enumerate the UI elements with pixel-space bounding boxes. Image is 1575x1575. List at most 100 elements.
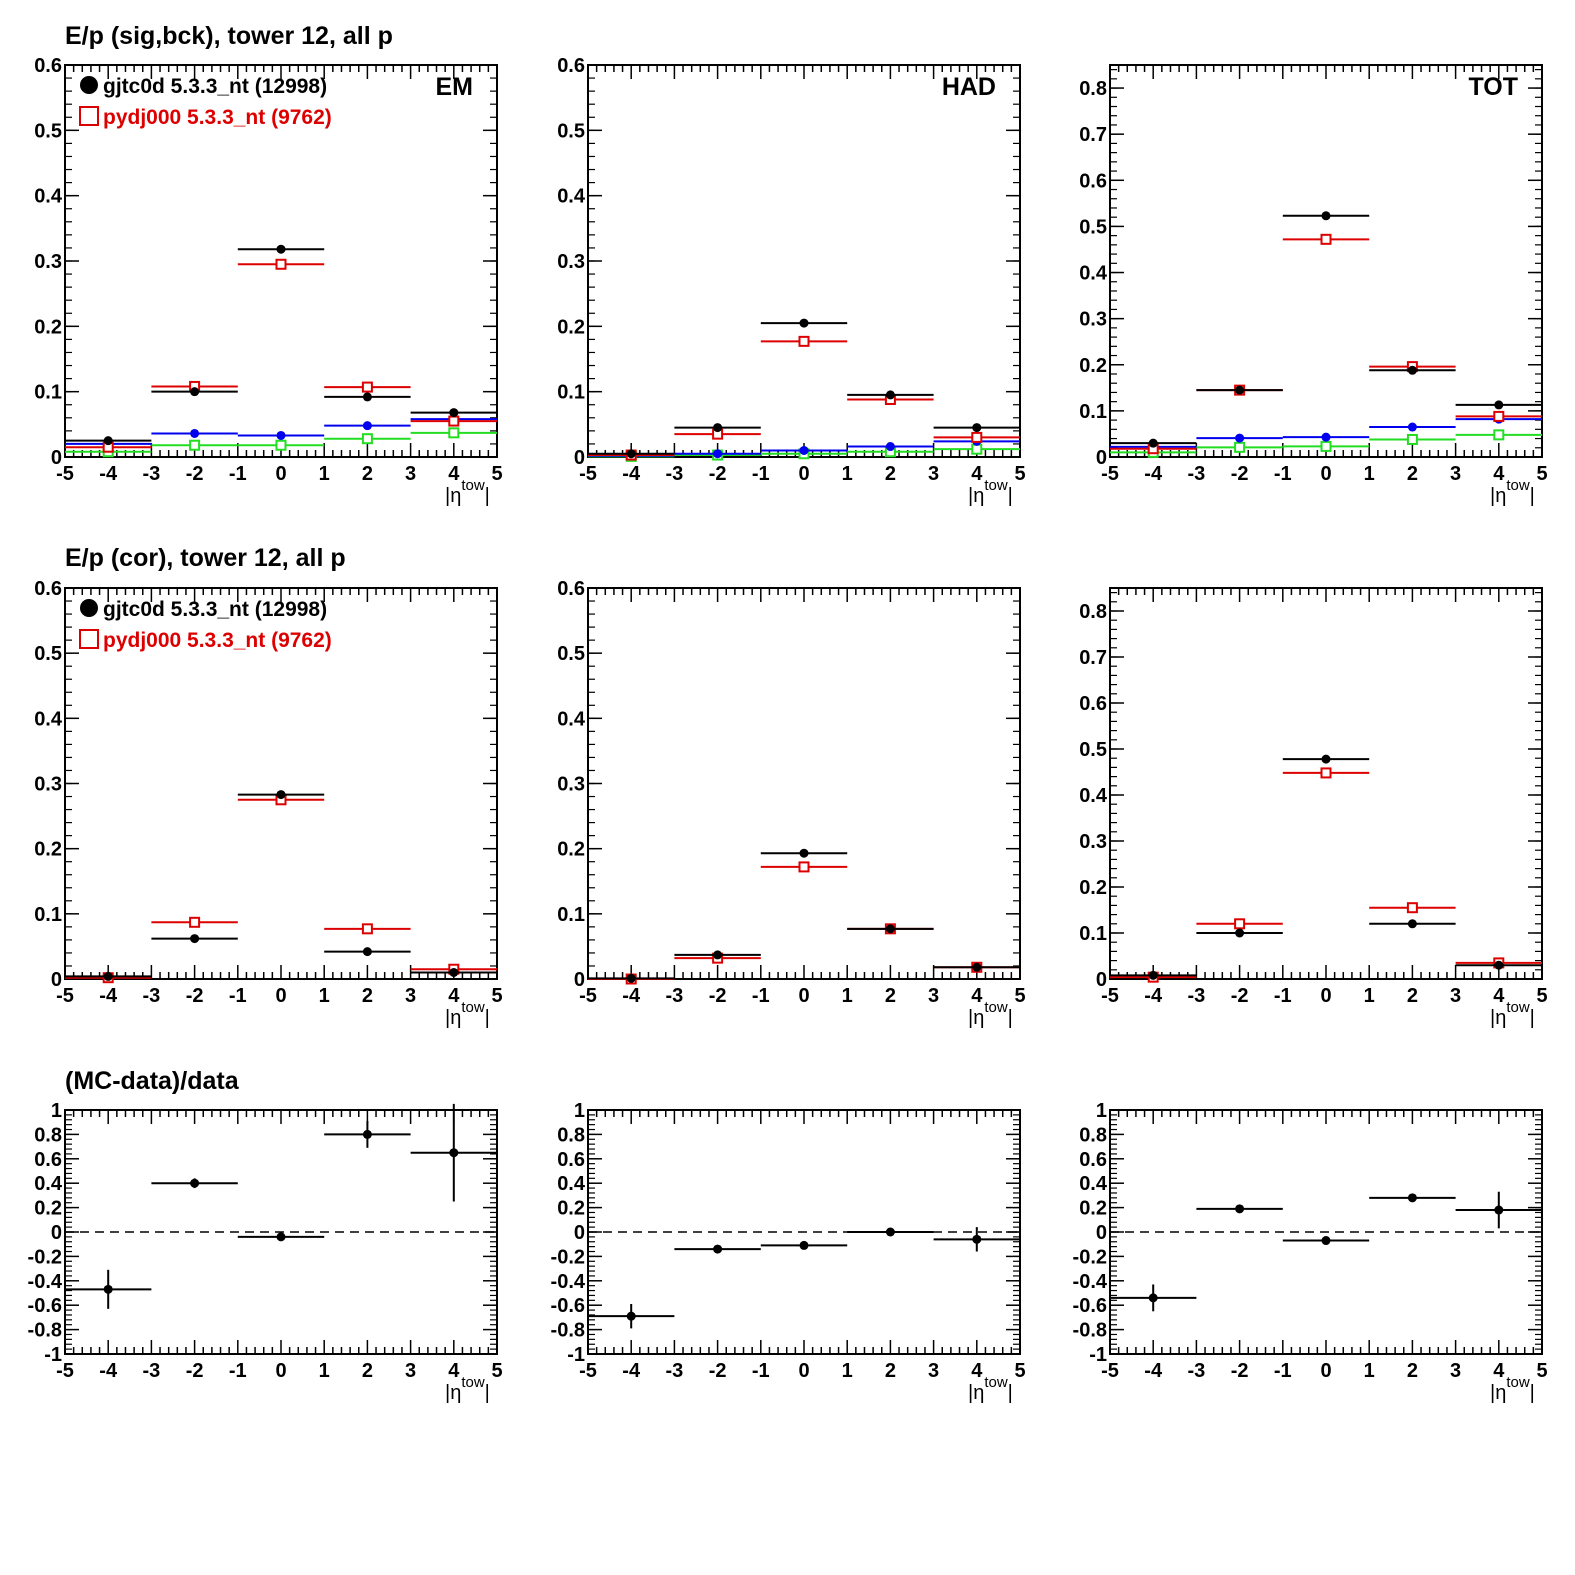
x-axis-title-end: | [485, 485, 490, 507]
data-point [449, 1148, 459, 1158]
data-point [799, 848, 809, 858]
data-point [449, 967, 459, 977]
data-point [799, 318, 809, 328]
x-tick-label: 5 [1536, 985, 1547, 1007]
series-filled-circle-000000 [1110, 754, 1542, 980]
y-tick-label: 0 [574, 969, 585, 991]
y-tick-label: 0.8 [1079, 1124, 1107, 1146]
x-tick-label: -4 [1144, 985, 1163, 1007]
x-tick-label: -3 [1188, 463, 1206, 485]
series-filled-circle-000000 [65, 244, 497, 446]
data-point [190, 387, 200, 397]
x-tick-label: 4 [971, 1360, 983, 1382]
data-point [276, 790, 286, 800]
x-tick-label: -2 [186, 463, 204, 485]
x-tick-label: 5 [1014, 985, 1025, 1007]
x-tick-label: 4 [971, 463, 983, 485]
data-point [971, 443, 983, 455]
x-tick-label: 1 [1364, 985, 1375, 1007]
data-point [798, 335, 810, 347]
y-tick-label: 0 [574, 1222, 585, 1244]
data-point [1494, 1205, 1504, 1215]
x-tick-label: 4 [1493, 985, 1505, 1007]
y-tick-label: 1 [574, 1100, 585, 1122]
y-tick-label: 0.8 [1079, 601, 1107, 623]
x-tick-label: -1 [1274, 1360, 1292, 1382]
x-tick-label: 0 [1320, 1360, 1331, 1382]
data-point [713, 1244, 723, 1254]
x-tick-label: 2 [885, 985, 896, 1007]
y-tick-label: 0.4 [1079, 785, 1108, 807]
data-point [190, 1178, 200, 1188]
y-tick-label: -0.8 [28, 1320, 62, 1342]
x-axis-title-end: | [1530, 485, 1535, 507]
x-tick-label: -5 [579, 1360, 597, 1382]
x-tick-label: 5 [1014, 463, 1025, 485]
data-point [275, 439, 287, 451]
y-tick-label: 0.4 [34, 186, 63, 208]
x-axis-title-end: | [485, 1007, 490, 1029]
data-point [713, 423, 723, 433]
data-point [362, 1129, 372, 1139]
data-point [885, 442, 895, 452]
series-filled-circle-000000 [1110, 1191, 1542, 1312]
x-axis-title: |ηtow| [445, 477, 490, 507]
data-point [713, 950, 723, 960]
x-axis-title-sup: tow [1506, 477, 1530, 494]
y-tick-label: 0.6 [34, 55, 62, 77]
data-point [361, 381, 373, 393]
x-tick-label: -1 [752, 1360, 770, 1382]
data-point [1493, 410, 1505, 422]
x-tick-label: -1 [229, 463, 247, 485]
y-tick-label: 0 [1096, 447, 1107, 469]
x-tick-label: -1 [1274, 463, 1292, 485]
y-tick-label: 0.6 [557, 578, 585, 600]
x-tick-label: 0 [275, 1360, 286, 1382]
x-tick-label: 1 [842, 985, 853, 1007]
row-title-ratio: (MC-data)/data [65, 1067, 240, 1095]
data-point [362, 421, 372, 431]
y-tick-label: 0.1 [34, 904, 62, 926]
x-tick-label: -4 [622, 463, 641, 485]
x-tick-label: -4 [622, 1360, 641, 1382]
y-tick-label: 0.6 [557, 1149, 585, 1171]
x-tick-label: -3 [666, 463, 684, 485]
data-point [1320, 767, 1332, 779]
x-tick-label: 0 [1320, 463, 1331, 485]
x-tick-label: 1 [1364, 463, 1375, 485]
y-tick-label: -0.8 [551, 1320, 585, 1342]
y-tick-label: 0.5 [1079, 739, 1107, 761]
panels-group: -5 -4 -3 -2 -1 0 1 2 3 4 5 0 0.1 0.2 0.3 0.4 0.5 0.6 |ηtow… [28, 55, 1548, 1404]
data-point [1321, 211, 1331, 221]
y-tick-label: -0.2 [28, 1246, 62, 1268]
data-point [972, 1234, 982, 1244]
y-tick-label: 0.3 [34, 774, 62, 796]
data-point [276, 244, 286, 254]
x-axis-title-sup: tow [984, 1374, 1008, 1391]
data-point [448, 415, 460, 427]
x-tick-label: -2 [1231, 1360, 1249, 1382]
data-point [189, 439, 201, 451]
x-tick-label: 0 [275, 985, 286, 1007]
data-point [1407, 422, 1417, 432]
x-tick-label: 4 [1493, 1360, 1505, 1382]
y-tick-label: 0.2 [1079, 1198, 1107, 1220]
y-tick-label: 0.3 [1079, 309, 1107, 331]
x-tick-label: 1 [842, 1360, 853, 1382]
x-tick-label: -5 [56, 1360, 74, 1382]
x-tick-label: 2 [362, 985, 373, 1007]
data-point [1406, 433, 1418, 445]
series-filled-circle-000000 [65, 790, 497, 981]
x-axis-title-sup: tow [984, 477, 1008, 494]
data-point [276, 1232, 286, 1242]
x-tick-label: -2 [1231, 463, 1249, 485]
x-tick-label: 3 [405, 463, 416, 485]
y-tick-label: 0 [51, 969, 62, 991]
y-tick-label: 1 [51, 1100, 62, 1122]
data-point [190, 934, 200, 944]
panel-r1-c0: -5 -4 -3 -2 -1 0 1 2 3 4 500.10.20.30.40.50.6|ηtow… [34, 578, 502, 1029]
series-filled-circle-000000 [588, 1227, 1020, 1329]
y-tick-label: 0.2 [557, 839, 585, 861]
x-tick-label: 2 [1407, 463, 1418, 485]
data-point [1407, 1193, 1417, 1203]
